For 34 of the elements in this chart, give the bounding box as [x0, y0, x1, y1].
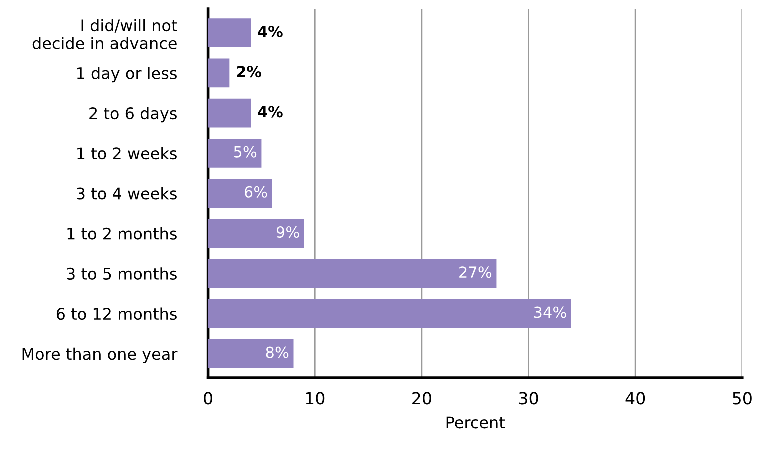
data-label: 4% [258, 26, 283, 38]
data-label: 5% [234, 146, 257, 158]
bar [208, 58, 230, 88]
y-tick-label: More than one year [22, 348, 178, 364]
data-label: 8% [266, 346, 289, 358]
y-tick-label: 6 to 12 months [56, 308, 177, 320]
bar [208, 18, 252, 48]
data-label: 9% [276, 226, 300, 238]
x-axis-title: Percent [446, 416, 506, 429]
data-label: 4% [258, 106, 283, 118]
bar [208, 339, 294, 368]
y-tick-label: 3 to 4 weeks [77, 187, 177, 200]
bar [208, 299, 572, 328]
x-tick-label: 10 [306, 392, 325, 405]
y-tick-label: 1 to 2 weeks [78, 147, 177, 160]
x-tick-label: 40 [626, 392, 646, 405]
bar [208, 138, 262, 168]
data-label: 6% [244, 186, 268, 198]
y-tick-label: 3 to 5 months [67, 268, 177, 280]
x-tick-label: 50 [733, 392, 752, 405]
x-tick-label: 0 [204, 392, 212, 405]
data-label: 27% [460, 266, 492, 278]
bar [208, 179, 272, 208]
y-tick-label: 1 day or less [77, 67, 177, 83]
bar [208, 98, 252, 128]
y-tick-label: 1 to 2 months [68, 228, 177, 240]
bar [208, 219, 304, 248]
x-tick-label: 20 [412, 392, 432, 405]
y-tick-label: I did/will not decide in advance [32, 19, 178, 50]
y-tick-label: 2 to 6 days [90, 107, 177, 123]
x-tick-label: 30 [519, 392, 538, 405]
data-label: 2% [237, 66, 262, 78]
bar [208, 259, 497, 288]
data-label: 34% [534, 306, 566, 318]
